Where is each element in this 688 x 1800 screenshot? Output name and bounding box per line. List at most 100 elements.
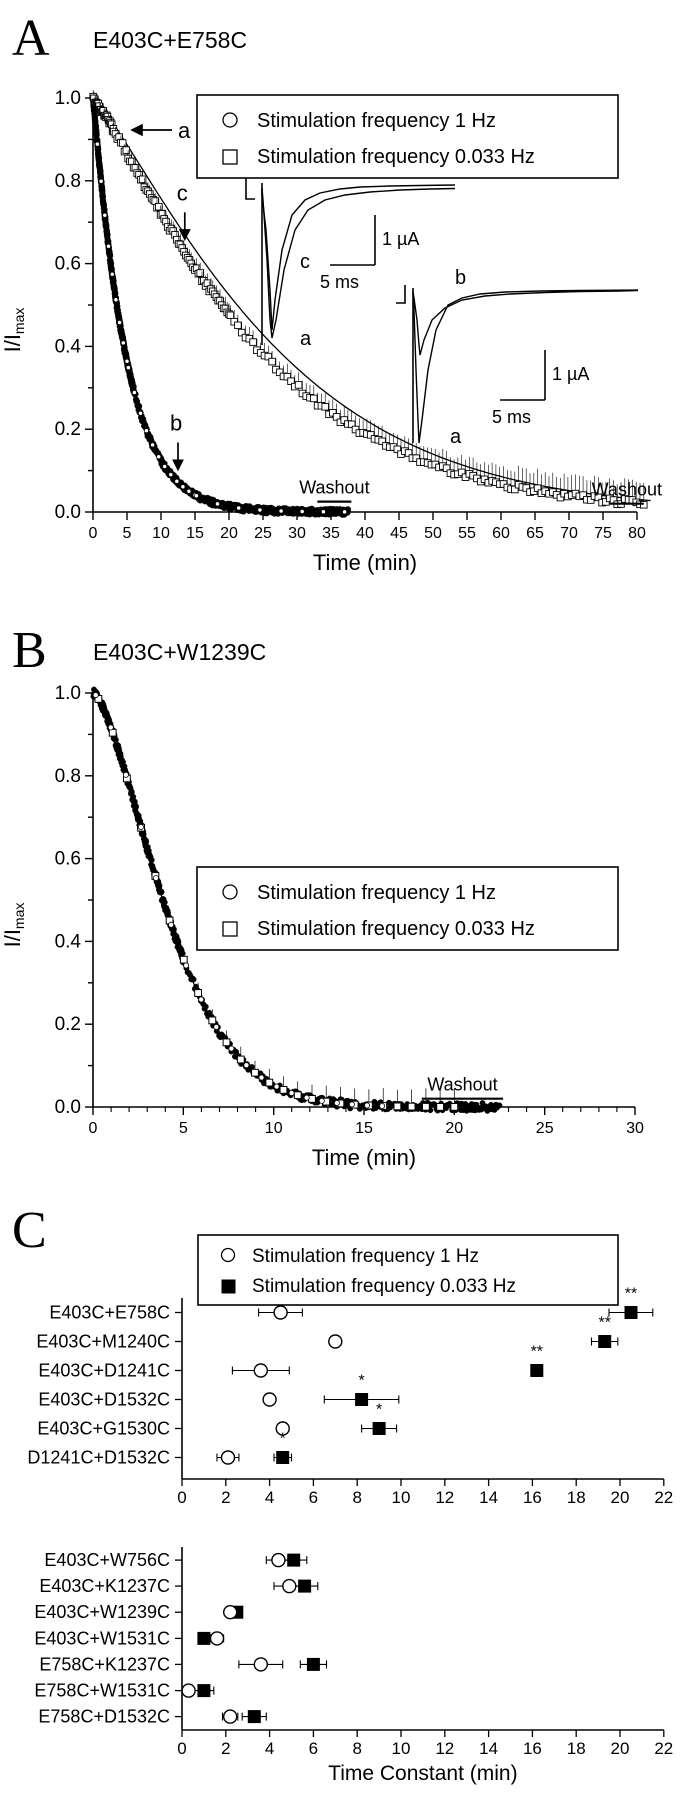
svg-text:65: 65 <box>526 525 544 542</box>
svg-text:15: 15 <box>186 525 204 542</box>
svg-text:E403C+W1531C: E403C+W1531C <box>34 1628 170 1648</box>
svg-text:22: 22 <box>654 1488 673 1507</box>
svg-text:5: 5 <box>123 525 132 542</box>
svg-text:20: 20 <box>445 1120 463 1137</box>
svg-text:0.6: 0.6 <box>55 849 81 870</box>
svg-text:b: b <box>170 411 182 436</box>
svg-text:c: c <box>300 251 310 273</box>
svg-text:2: 2 <box>221 1739 230 1758</box>
svg-text:10: 10 <box>152 525 170 542</box>
svg-text:a: a <box>450 426 462 448</box>
svg-text:1 µA: 1 µA <box>552 364 589 384</box>
svg-text:**: ** <box>625 1286 637 1303</box>
svg-text:12: 12 <box>435 1739 454 1758</box>
svg-text:**: ** <box>598 1315 610 1332</box>
svg-text:20: 20 <box>611 1739 630 1758</box>
svg-text:35: 35 <box>322 525 340 542</box>
svg-text:0.8: 0.8 <box>55 171 81 192</box>
svg-text:A: A <box>12 10 50 67</box>
svg-text:B: B <box>12 622 47 679</box>
svg-text:Stimulation frequency 0.033 Hz: Stimulation frequency 0.033 Hz <box>252 1276 516 1297</box>
svg-text:40: 40 <box>356 525 374 542</box>
svg-text:E403C+W756C: E403C+W756C <box>44 1550 170 1570</box>
svg-text:2: 2 <box>221 1488 230 1507</box>
svg-text:25: 25 <box>254 525 272 542</box>
svg-text:1 µA: 1 µA <box>382 229 419 249</box>
svg-text:75: 75 <box>594 525 612 542</box>
svg-text:10: 10 <box>392 1488 411 1507</box>
svg-text:E403C+D1532C: E403C+D1532C <box>38 1390 170 1410</box>
svg-text:0.0: 0.0 <box>55 502 81 523</box>
svg-text:70: 70 <box>560 525 578 542</box>
svg-text:E403C+D1241C: E403C+D1241C <box>38 1361 170 1381</box>
svg-text:0.8: 0.8 <box>55 766 81 787</box>
svg-text:20: 20 <box>611 1488 630 1507</box>
svg-text:0.4: 0.4 <box>55 336 82 357</box>
svg-text:10: 10 <box>265 1120 283 1137</box>
svg-text:Time (min): Time (min) <box>312 1145 416 1170</box>
svg-text:Stimulation frequency 1 Hz: Stimulation frequency 1 Hz <box>252 1246 479 1267</box>
svg-text:c: c <box>177 180 188 205</box>
svg-text:0.6: 0.6 <box>55 254 81 275</box>
svg-text:Stimulation frequency 1 Hz: Stimulation frequency 1 Hz <box>257 882 496 904</box>
svg-text:b: b <box>455 267 466 289</box>
svg-text:Time Constant (min): Time Constant (min) <box>328 1762 517 1785</box>
svg-text:*: * <box>358 1373 364 1390</box>
svg-text:6: 6 <box>309 1488 318 1507</box>
svg-text:10: 10 <box>392 1739 411 1758</box>
svg-text:0.2: 0.2 <box>55 1014 81 1035</box>
svg-text:**: ** <box>531 1344 543 1361</box>
svg-text:Washout: Washout <box>299 478 369 498</box>
svg-text:5 ms: 5 ms <box>492 407 531 427</box>
svg-text:6: 6 <box>309 1739 318 1758</box>
svg-text:D1241C+D1532C: D1241C+D1532C <box>27 1448 170 1468</box>
svg-text:E403C+W1239C: E403C+W1239C <box>93 639 266 665</box>
svg-text:15: 15 <box>355 1120 373 1137</box>
svg-text:E403C+E758C: E403C+E758C <box>49 1303 170 1323</box>
svg-text:14: 14 <box>479 1739 498 1758</box>
svg-text:0.2: 0.2 <box>55 419 81 440</box>
svg-text:5 ms: 5 ms <box>320 272 359 292</box>
svg-text:8: 8 <box>352 1488 361 1507</box>
svg-text:14: 14 <box>479 1488 498 1507</box>
svg-text:18: 18 <box>567 1739 586 1758</box>
svg-text:E403C+K1237C: E403C+K1237C <box>39 1576 170 1596</box>
svg-text:C: C <box>12 1202 47 1259</box>
svg-text:25: 25 <box>536 1120 554 1137</box>
svg-text:18: 18 <box>567 1488 586 1507</box>
svg-text:30: 30 <box>626 1120 644 1137</box>
svg-text:E403C+E758C: E403C+E758C <box>93 27 247 53</box>
svg-text:80: 80 <box>628 525 646 542</box>
svg-text:60: 60 <box>492 525 510 542</box>
svg-text:E758C+W1531C: E758C+W1531C <box>34 1681 170 1701</box>
svg-text:50: 50 <box>424 525 442 542</box>
svg-text:*: * <box>376 1402 382 1419</box>
svg-text:12: 12 <box>435 1488 454 1507</box>
svg-text:Washout: Washout <box>592 480 662 500</box>
svg-text:0: 0 <box>89 525 98 542</box>
svg-text:0: 0 <box>89 1120 98 1137</box>
svg-text:Stimulation frequency 0.033 Hz: Stimulation frequency 0.033 Hz <box>257 146 535 168</box>
svg-text:16: 16 <box>523 1488 542 1507</box>
svg-text:30: 30 <box>288 525 306 542</box>
svg-text:E758C+D1532C: E758C+D1532C <box>38 1707 170 1727</box>
svg-text:E758C+K1237C: E758C+K1237C <box>39 1654 170 1674</box>
svg-text:I/Imax: I/Imax <box>0 903 27 948</box>
svg-text:45: 45 <box>390 525 408 542</box>
svg-text:0.4: 0.4 <box>55 931 82 952</box>
svg-text:4: 4 <box>265 1488 274 1507</box>
svg-text:20: 20 <box>220 525 238 542</box>
svg-text:Time (min): Time (min) <box>313 550 417 575</box>
svg-text:5: 5 <box>179 1120 188 1137</box>
svg-text:0.0: 0.0 <box>55 1097 81 1118</box>
svg-text:a: a <box>178 118 191 143</box>
svg-text:Stimulation frequency 1 Hz: Stimulation frequency 1 Hz <box>257 110 496 132</box>
svg-text:0: 0 <box>177 1488 186 1507</box>
svg-text:I/Imax: I/Imax <box>0 308 27 353</box>
svg-text:0: 0 <box>177 1739 186 1758</box>
svg-text:1.0: 1.0 <box>55 88 81 109</box>
svg-text:4: 4 <box>265 1739 274 1758</box>
svg-text:E403C+G1530C: E403C+G1530C <box>37 1419 170 1439</box>
svg-text:a: a <box>300 328 312 350</box>
svg-text:55: 55 <box>458 525 476 542</box>
